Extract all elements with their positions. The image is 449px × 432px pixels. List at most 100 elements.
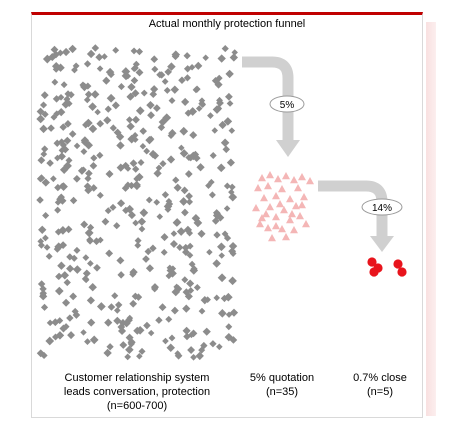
lead-diamond	[228, 188, 235, 196]
lead-diamond	[168, 129, 177, 138]
lead-diamond	[42, 54, 52, 64]
lead-diamond	[187, 346, 196, 354]
lead-diamond	[37, 156, 46, 165]
lead-diamond	[39, 101, 48, 109]
lead-diamond	[88, 282, 97, 292]
lead-diamond	[60, 81, 68, 89]
funnel-panel	[31, 12, 423, 418]
lead-diamond	[48, 53, 57, 62]
lead-diamond	[188, 107, 198, 116]
lead-diamond	[183, 225, 193, 234]
lead-diamond	[46, 159, 54, 167]
lead-diamond	[186, 229, 194, 237]
lead-diamond	[54, 206, 62, 214]
lead-diamond	[121, 67, 131, 76]
lead-diamond	[96, 151, 104, 159]
lead-diamond	[41, 145, 49, 153]
lead-diamond	[84, 140, 93, 150]
lead-diamond	[84, 174, 92, 183]
lead-diamond	[135, 325, 145, 335]
lead-diamond	[186, 198, 194, 206]
quote-triangle	[258, 174, 266, 182]
lead-diamond	[195, 351, 204, 361]
lead-diamond	[121, 71, 131, 81]
lead-diamond	[82, 121, 90, 129]
close-circle	[397, 267, 407, 277]
lead-diamond	[198, 346, 206, 354]
lead-diamond	[160, 248, 168, 256]
lead-diamond	[58, 138, 65, 145]
lead-diamond	[46, 319, 54, 327]
lead-diamond	[36, 196, 44, 204]
quote-triangle	[282, 172, 290, 180]
lead-diamond	[40, 351, 48, 360]
lead-diamond	[59, 324, 68, 333]
lead-diamond	[178, 144, 185, 152]
lead-diamond	[226, 100, 234, 107]
lead-diamond	[131, 131, 139, 139]
lead-diamond	[211, 217, 220, 225]
lead-diamond	[51, 78, 59, 86]
lead-diamond	[117, 199, 126, 208]
lead-diamond	[137, 217, 147, 226]
lead-diamond	[155, 164, 163, 172]
lead-diamond	[158, 303, 167, 312]
lead-diamond	[55, 286, 64, 296]
lead-diamond	[216, 99, 224, 107]
lead-diamond	[87, 260, 94, 267]
lead-diamond	[36, 107, 45, 116]
lead-diamond	[90, 154, 98, 162]
lead-diamond	[40, 91, 49, 100]
lead-diamond	[225, 323, 233, 331]
lead-diamond	[45, 252, 53, 260]
lead-diamond	[129, 159, 138, 168]
lead-diamond	[172, 176, 180, 184]
lead-diamond	[80, 329, 87, 336]
lead-diamond	[132, 136, 139, 143]
lead-diamond	[179, 126, 189, 136]
lead-diamond	[41, 110, 49, 118]
quote-triangle	[256, 220, 264, 228]
lead-diamond	[135, 172, 144, 182]
lead-diamond	[39, 124, 48, 134]
lead-diamond	[107, 303, 116, 311]
lead-diamond	[73, 265, 82, 274]
lead-diamond	[121, 184, 130, 192]
lead-diamond	[182, 304, 191, 313]
lead-diamond	[216, 343, 223, 351]
lead-diamond	[166, 266, 175, 275]
lead-diamond	[170, 306, 179, 315]
lead-diamond	[59, 165, 69, 174]
quote-triangle	[280, 206, 288, 214]
lead-diamond	[65, 156, 73, 164]
lead-diamond	[125, 333, 134, 342]
lead-diamond	[193, 283, 201, 291]
lead-diamond	[42, 211, 50, 220]
lead-diamond	[212, 259, 221, 268]
lead-diamond	[90, 90, 100, 99]
lead-diamond	[51, 62, 61, 71]
lead-diamond	[91, 44, 100, 52]
lead-diamond	[106, 343, 114, 351]
lead-diamond	[116, 141, 125, 150]
lead-diamond	[206, 248, 213, 256]
lead-diamond	[95, 53, 104, 62]
lead-diamond	[162, 113, 172, 123]
quote-triangle	[254, 184, 262, 192]
lead-diamond	[163, 86, 171, 94]
lead-diamond	[161, 78, 169, 85]
lead-diamond	[113, 307, 121, 314]
lead-diamond	[179, 149, 189, 158]
lead-diamond	[200, 296, 209, 305]
lead-diamond	[67, 91, 75, 99]
lead-diamond	[147, 111, 155, 120]
lead-diamond	[169, 265, 177, 272]
lead-diamond	[84, 338, 91, 345]
lead-diamond	[180, 186, 189, 195]
quote-triangle	[282, 233, 290, 241]
lead-diamond	[189, 131, 198, 140]
stage-quote-line2: (n=35)	[265, 386, 299, 398]
lead-diamond	[59, 141, 68, 149]
lead-diamond	[122, 206, 130, 215]
